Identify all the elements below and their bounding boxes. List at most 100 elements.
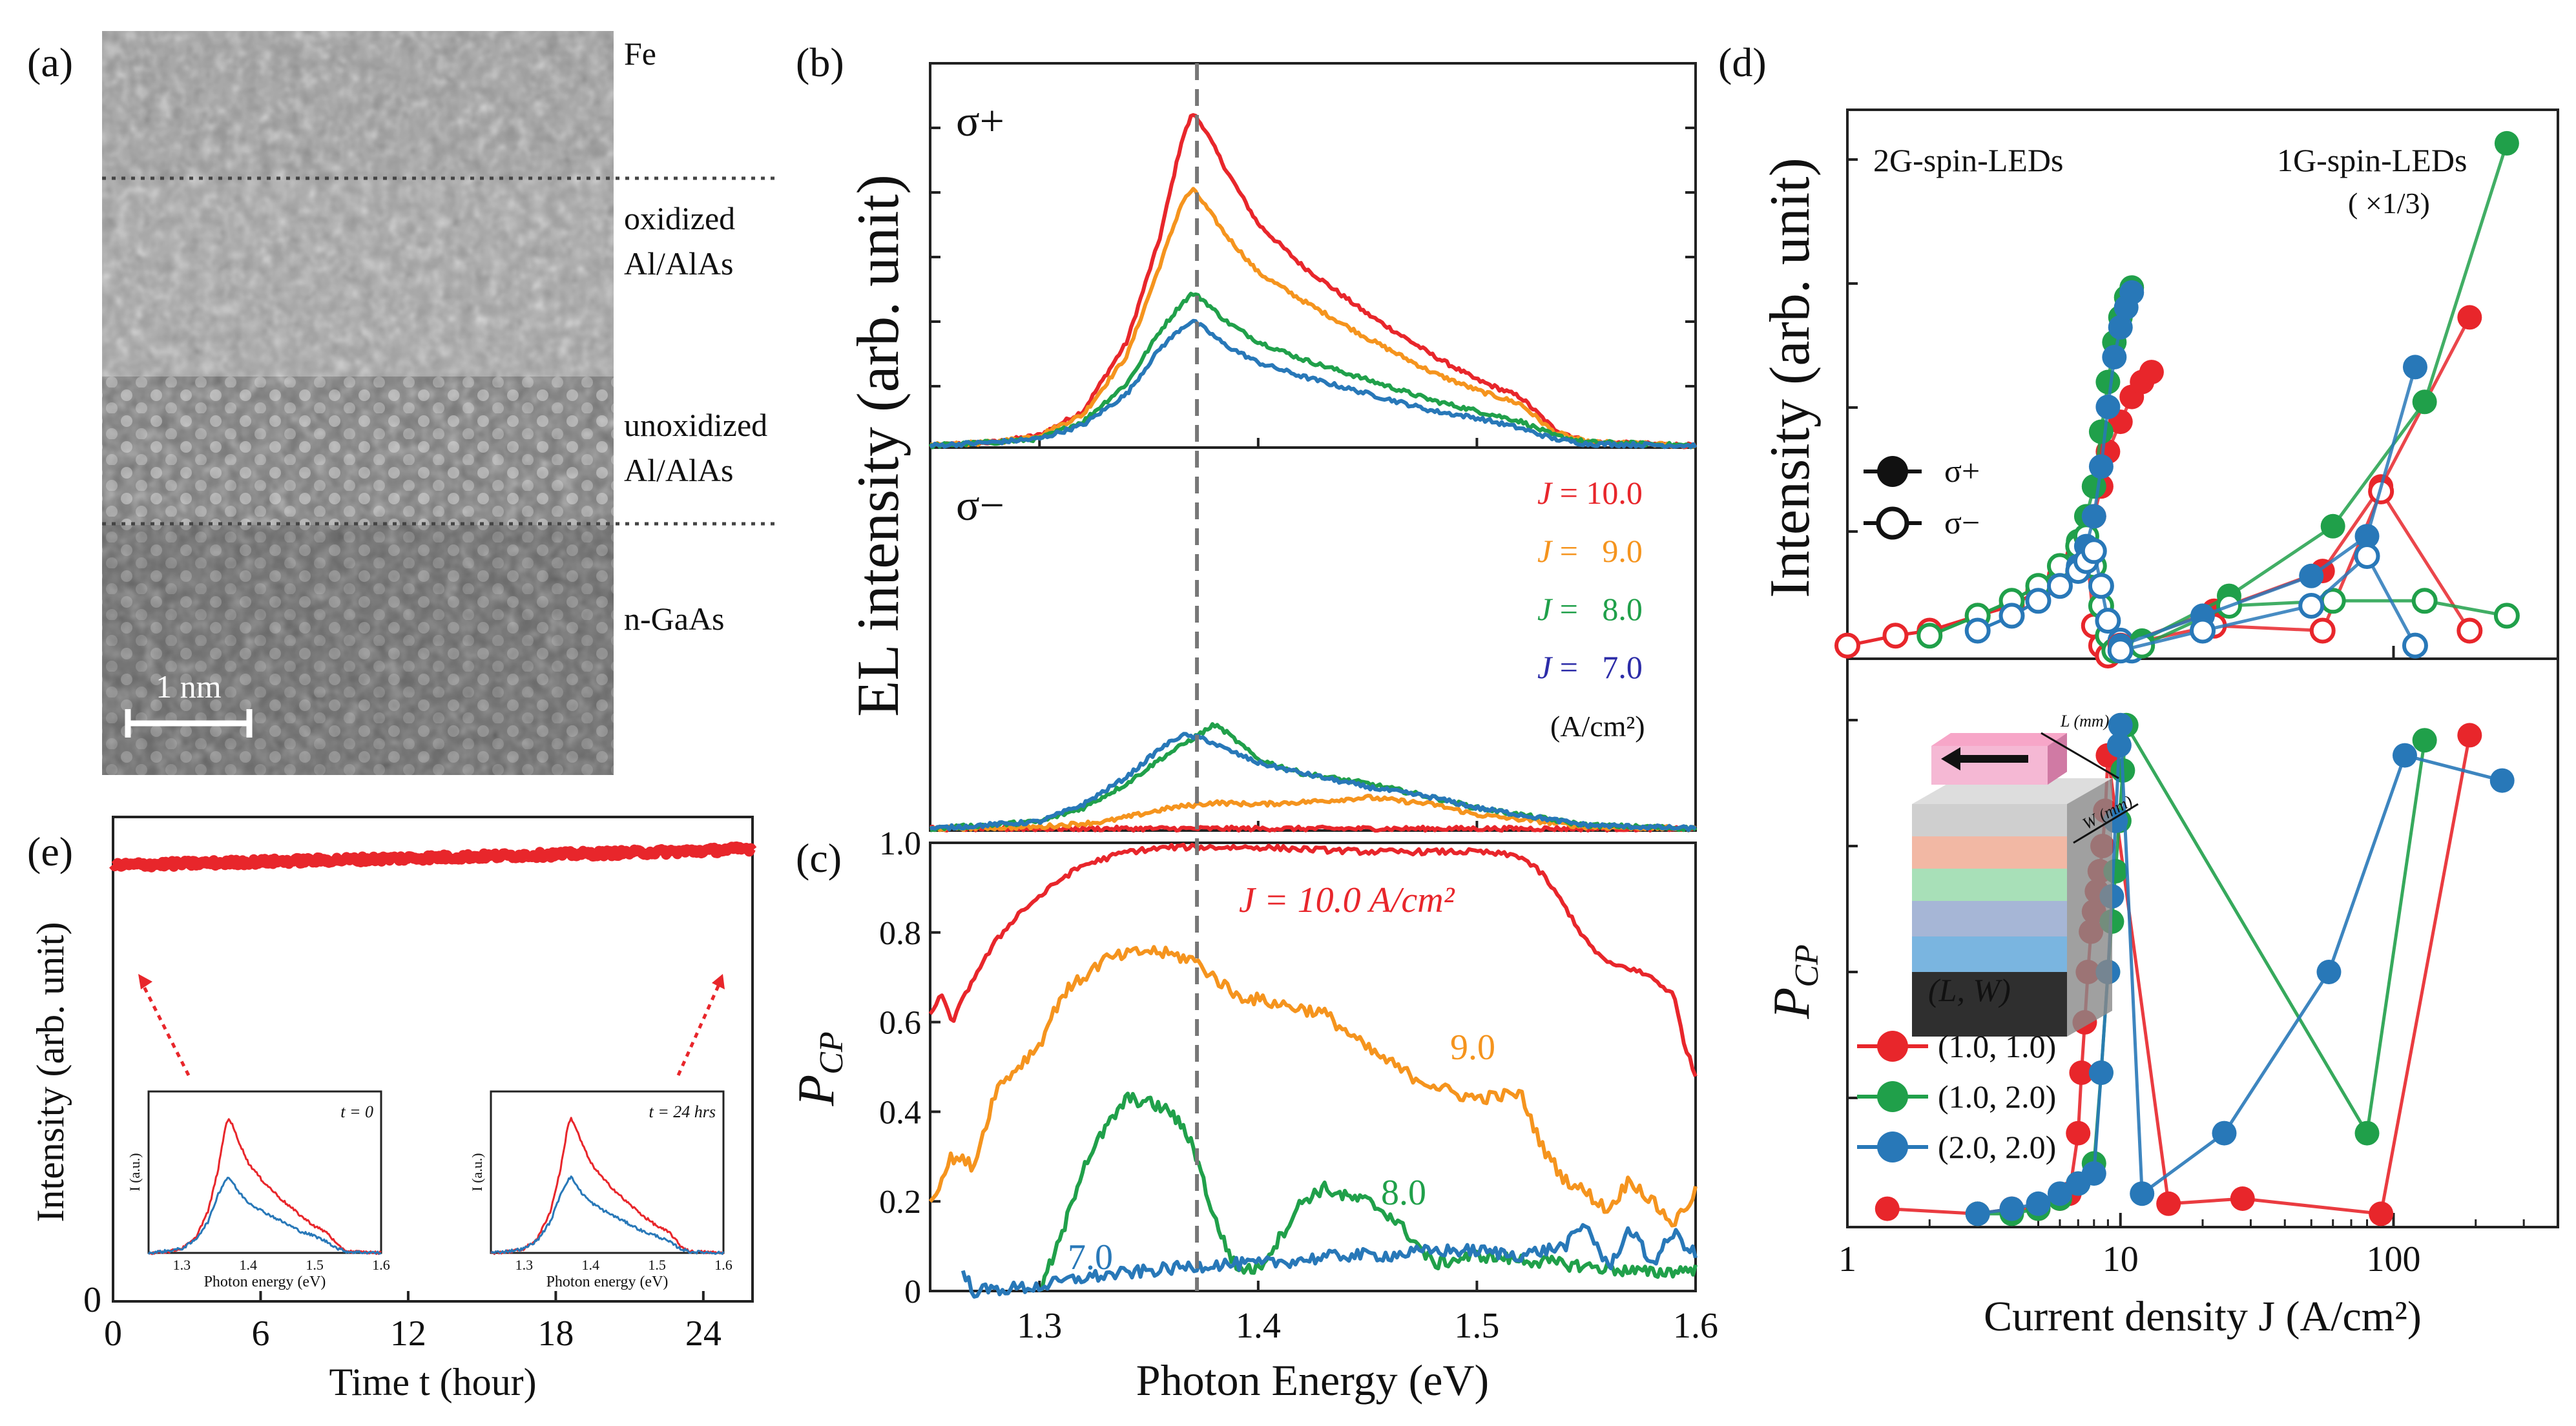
d-bottom-point-0-20 bbox=[2457, 723, 2482, 748]
annot-7: 7.0 bbox=[1068, 1237, 1113, 1277]
layer-gaas: n-GaAs bbox=[624, 601, 725, 637]
c-xtick-label-0: 1.3 bbox=[1017, 1306, 1062, 1346]
c-xtick-label-1: 1.4 bbox=[1236, 1306, 1281, 1346]
layer-oxidized-1: oxidized bbox=[624, 200, 735, 236]
legend-lw-1: (1.0, 2.0) bbox=[1938, 1079, 2056, 1115]
scale-bar-label: 1 nm bbox=[156, 668, 222, 705]
atomic-lattice-unoxidized bbox=[102, 377, 614, 525]
d-bottom-point-2-12 bbox=[2130, 1181, 2155, 1206]
c-ytick-label-4: 0.8 bbox=[879, 915, 921, 952]
d-xtick-label-0: 1 bbox=[1838, 1239, 1856, 1279]
label-1g: 1G-spin-LEDs bbox=[2277, 142, 2467, 178]
b-top-line-2 bbox=[928, 291, 1696, 450]
d-top-point-9-3 bbox=[2411, 588, 2438, 614]
layer-fe: Fe bbox=[624, 36, 656, 72]
d-top-point-11-3 bbox=[2354, 543, 2380, 569]
inset-t0: 1.3 1.4 1.5 1.6 Photon energy (eV) I (a.u.) t … bbox=[127, 1090, 390, 1290]
d-top-point-5-0 bbox=[1964, 617, 1991, 644]
inset-time-label: t = 24 hrs bbox=[649, 1102, 716, 1121]
panel-a: (a) 1 nm Fe oxidized Al/AlAs unoxidized … bbox=[27, 31, 778, 775]
d-top-point-4-9 bbox=[2102, 345, 2127, 369]
legend-b-units: (A/cm²) bbox=[1550, 710, 1645, 743]
plot-e-frame bbox=[112, 816, 754, 1303]
d-top-point-5-7 bbox=[2088, 573, 2114, 599]
legend-sigma-minus: σ− bbox=[1944, 504, 1980, 541]
panel-e: (e) Intensity (arb. unit) 0 6 12 18 24 0 Time… bbox=[27, 816, 757, 1403]
d-bottom-point-2-10 bbox=[2106, 733, 2132, 758]
d-top-point-8-4 bbox=[2494, 130, 2519, 156]
e-xtick-label-3: 18 bbox=[537, 1314, 574, 1354]
plot-c-frame bbox=[929, 842, 1697, 1292]
c-ytick-label-2: 0.4 bbox=[879, 1094, 921, 1131]
plot-d-top-frame bbox=[1846, 108, 2559, 660]
e-xtick-label-1: 6 bbox=[251, 1314, 269, 1354]
d-bottom-point-2-2 bbox=[2026, 1191, 2051, 1216]
inset-frame bbox=[147, 1090, 382, 1254]
d-bottom-point-1-13 bbox=[2354, 1121, 2380, 1146]
inset-tick-label: 1.4 bbox=[240, 1257, 258, 1273]
legend-sigma-minus-marker bbox=[1876, 506, 1909, 540]
legend-lw-0: (1.0, 1.0) bbox=[1938, 1028, 2056, 1064]
plot-b-bottom-series bbox=[929, 722, 1698, 833]
panel-e-label: (e) bbox=[27, 829, 73, 874]
inset-blue bbox=[147, 1177, 382, 1255]
sigma-plus-label: σ+ bbox=[956, 96, 1004, 145]
d-top-point-9-4 bbox=[2493, 603, 2520, 629]
panel-d-ylabel-top: Intensity (arb. unit) bbox=[1759, 158, 1822, 598]
d-top-point-5-1 bbox=[1999, 603, 2025, 629]
sigma-minus-label: σ− bbox=[956, 480, 1004, 530]
d-bottom-point-2-16 bbox=[2489, 768, 2515, 793]
inset-xlabel: Photon energy (eV) bbox=[546, 1274, 669, 1290]
d-bottom-point-2-0 bbox=[1965, 1201, 1990, 1226]
panel-c: (c) PCP 1.3 1.4 1.5 1.6 0 0.2 0.4 0.6 0.8 1.0 J =… bbox=[788, 63, 1718, 1405]
panel-e-xlabel: Time t (hour) bbox=[329, 1361, 536, 1403]
d-top-point-1-0 bbox=[1834, 632, 1860, 659]
inset-xlabel: Photon energy (eV) bbox=[204, 1274, 326, 1290]
inset-ylabel: I (a.u.) bbox=[127, 1153, 143, 1191]
annot-9: 9.0 bbox=[1450, 1028, 1495, 1068]
panel-c-ylabel: PCP bbox=[788, 1031, 850, 1106]
arrow-inset-1 bbox=[139, 979, 191, 1077]
d-bottom-point-2-13 bbox=[2212, 1121, 2237, 1146]
inset-t24: 1.3 1.4 1.5 1.6 Photon energy (eV) I (a.u.) t … bbox=[469, 1090, 732, 1290]
b-bottom-line-3 bbox=[929, 732, 1697, 832]
e-xtick-label-4: 24 bbox=[685, 1314, 722, 1354]
panel-b-label: (b) bbox=[796, 39, 844, 85]
inset-tick-label: 1.3 bbox=[173, 1257, 191, 1273]
plot-d-ticks: 1 10 100 bbox=[1838, 158, 2559, 1279]
legend-b: J = 10.0 J = 9.0 J = 8.0 J = 7.0 (A/cm²) bbox=[1537, 475, 1645, 743]
d-bottom-point-2-3 bbox=[2047, 1181, 2072, 1206]
d-top-point-1-1 bbox=[1882, 623, 1909, 649]
d-bottom-point-2-15 bbox=[2392, 743, 2417, 768]
legend-sigma-plus-marker bbox=[1877, 456, 1908, 487]
d-top-point-10-4 bbox=[2402, 355, 2427, 380]
plot-e-series bbox=[109, 841, 757, 873]
d-top-point-2-8 bbox=[2088, 419, 2114, 444]
d-bottom-point-2-1 bbox=[1999, 1196, 2024, 1221]
e-xtick-label-2: 12 bbox=[390, 1314, 426, 1354]
plot-b-bottom-frame bbox=[929, 446, 1697, 832]
panel-d-ylabel-bottom: PCP bbox=[1763, 944, 1825, 1019]
c-line-3 bbox=[961, 1223, 1698, 1299]
annot-8: 8.0 bbox=[1381, 1173, 1426, 1213]
legend-lw-marker-1 bbox=[1877, 1081, 1908, 1112]
plot-d-top-series bbox=[1834, 130, 2520, 668]
d-bottom-point-2-14 bbox=[2316, 960, 2342, 984]
d-top-point-7-4 bbox=[2457, 617, 2483, 644]
panel-b: (b) EL intensity (arb. unit) σ+ σ− J = 1… bbox=[796, 39, 1698, 833]
device-inset: L (mm) W (mm) bbox=[1912, 712, 2139, 1037]
d-top-point-10-3 bbox=[2354, 524, 2380, 549]
d-top-point-4-7 bbox=[2088, 454, 2114, 479]
d-top-point-11-4 bbox=[2402, 632, 2428, 659]
plot-c-ticks: 1.3 1.4 1.5 1.6 0 0.2 0.4 0.6 0.8 1.0 bbox=[879, 825, 1718, 1346]
d-top-point-4-12 bbox=[2119, 280, 2145, 305]
d-top-point-2-9 bbox=[2095, 369, 2121, 395]
plot-e-ticks: 0 6 12 18 24 0 bbox=[83, 1280, 722, 1354]
e-line-0 bbox=[109, 841, 757, 873]
label-2g: 2G-spin-LEDs bbox=[1873, 142, 2063, 178]
d-top-point-11-2 bbox=[2298, 593, 2325, 619]
d-top-point-4-8 bbox=[2095, 395, 2121, 419]
panel-d: (d) Intensity (arb. unit) PCP 1 10 100 2G-… bbox=[1718, 39, 2559, 1340]
plot-c-series bbox=[928, 842, 1698, 1299]
inset-tick-label: 1.6 bbox=[372, 1257, 390, 1273]
